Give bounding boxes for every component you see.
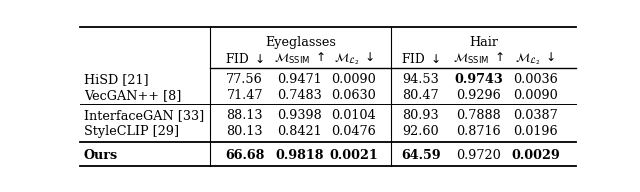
Text: Eyeglasses: Eyeglasses <box>265 36 336 50</box>
Text: 80.93: 80.93 <box>403 109 439 122</box>
Text: 0.9471: 0.9471 <box>277 74 321 86</box>
Text: 0.0387: 0.0387 <box>513 109 557 122</box>
Text: Ours: Ours <box>84 149 118 162</box>
Text: 0.7483: 0.7483 <box>277 89 322 102</box>
Text: $\mathcal{M}_{\mathcal{L}_2}$ $\downarrow$: $\mathcal{M}_{\mathcal{L}_2}$ $\downarro… <box>333 50 374 67</box>
Text: 0.0021: 0.0021 <box>330 149 378 162</box>
Text: 0.0476: 0.0476 <box>332 125 376 138</box>
Text: 77.56: 77.56 <box>227 74 263 86</box>
Text: 80.47: 80.47 <box>403 89 439 102</box>
Text: 80.13: 80.13 <box>227 125 263 138</box>
Text: 92.60: 92.60 <box>403 125 439 138</box>
Text: $\mathcal{M}_{\mathsf{SSIM}}$ $\uparrow$: $\mathcal{M}_{\mathsf{SSIM}}$ $\uparrow$ <box>452 51 504 66</box>
Text: FID $\downarrow$: FID $\downarrow$ <box>401 51 440 65</box>
Text: 0.8421: 0.8421 <box>277 125 321 138</box>
Text: 0.0029: 0.0029 <box>511 149 560 162</box>
Text: 0.0090: 0.0090 <box>332 74 376 86</box>
Text: 0.0090: 0.0090 <box>513 89 557 102</box>
Text: $\mathcal{M}_{\mathcal{L}_2}$ $\downarrow$: $\mathcal{M}_{\mathcal{L}_2}$ $\downarro… <box>515 50 556 67</box>
Text: 0.9296: 0.9296 <box>456 89 500 102</box>
Text: 0.9720: 0.9720 <box>456 149 500 162</box>
Text: VecGAN++ [8]: VecGAN++ [8] <box>84 89 181 102</box>
Text: 64.59: 64.59 <box>401 149 440 162</box>
Text: $\mathcal{M}_{\mathsf{SSIM}}$ $\uparrow$: $\mathcal{M}_{\mathsf{SSIM}}$ $\uparrow$ <box>274 51 324 66</box>
Text: 88.13: 88.13 <box>227 109 263 122</box>
Text: 0.8716: 0.8716 <box>456 125 500 138</box>
Text: InterfaceGAN [33]: InterfaceGAN [33] <box>84 109 204 122</box>
Text: 0.0104: 0.0104 <box>332 109 376 122</box>
Text: 66.68: 66.68 <box>225 149 264 162</box>
Text: 0.9398: 0.9398 <box>277 109 322 122</box>
Text: 0.9818: 0.9818 <box>275 149 323 162</box>
Text: 0.0036: 0.0036 <box>513 74 557 86</box>
Text: HiSD [21]: HiSD [21] <box>84 74 148 86</box>
Text: 0.0196: 0.0196 <box>513 125 557 138</box>
Text: 71.47: 71.47 <box>227 89 263 102</box>
Text: 0.0630: 0.0630 <box>332 89 376 102</box>
Text: 94.53: 94.53 <box>403 74 439 86</box>
Text: 0.9743: 0.9743 <box>454 74 502 86</box>
Text: Hair: Hair <box>469 36 498 50</box>
Text: FID $\downarrow$: FID $\downarrow$ <box>225 51 264 65</box>
Text: StyleCLIP [29]: StyleCLIP [29] <box>84 125 179 138</box>
Text: 0.7888: 0.7888 <box>456 109 500 122</box>
